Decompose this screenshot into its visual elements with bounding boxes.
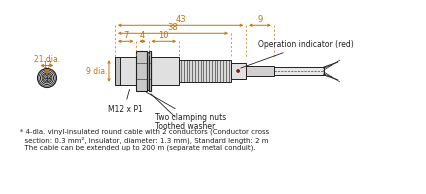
Text: Two clamping nuts: Two clamping nuts [147, 92, 226, 122]
Text: 43: 43 [175, 15, 186, 24]
Text: Operation indicator (red): Operation indicator (red) [241, 40, 354, 68]
Text: * 4-dia. vinyl-insulated round cable with 2 conductors (Conductor cross: * 4-dia. vinyl-insulated round cable wit… [20, 129, 269, 135]
Text: 7: 7 [123, 31, 128, 40]
Circle shape [237, 69, 240, 73]
Text: 10: 10 [158, 31, 169, 40]
Text: 9 dia.: 9 dia. [86, 68, 108, 76]
Text: 21 dia.: 21 dia. [34, 55, 60, 64]
Text: 9: 9 [257, 15, 262, 24]
Text: section: 0.3 mm², Insulator, diameter: 1.3 mm), Standard length: 2 m: section: 0.3 mm², Insulator, diameter: 1… [20, 137, 268, 144]
Bar [136, 51, 147, 91]
Text: 17: 17 [42, 61, 52, 70]
Text: Toothed washer: Toothed washer [151, 94, 215, 131]
Bar [115, 57, 179, 85]
Bar [179, 60, 231, 82]
Text: The cable can be extended up to 200 m (separate metal conduit).: The cable can be extended up to 200 m (s… [20, 145, 256, 151]
Text: 4: 4 [140, 31, 145, 40]
Bar [246, 66, 273, 76]
Text: 38: 38 [167, 23, 178, 32]
Bar [147, 52, 151, 90]
Bar [115, 57, 120, 85]
Bar [231, 63, 246, 79]
Bar [149, 51, 151, 91]
Bar [273, 67, 324, 75]
Text: M12 x P1: M12 x P1 [108, 89, 143, 114]
